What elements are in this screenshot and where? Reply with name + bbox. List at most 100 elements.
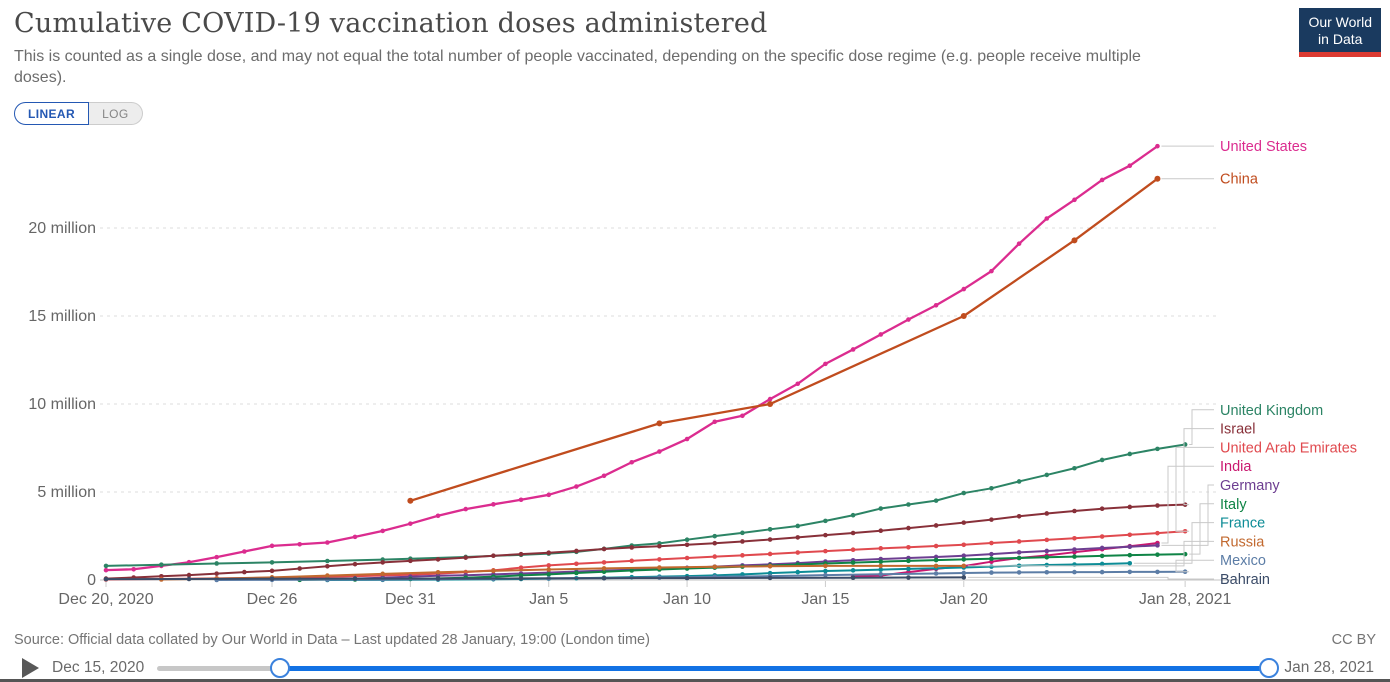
data-point[interactable] (1155, 144, 1160, 149)
data-point[interactable] (186, 572, 192, 578)
legend-label-israel[interactable]: Israel (1220, 422, 1255, 438)
data-point[interactable] (103, 563, 109, 569)
data-point[interactable] (878, 572, 884, 577)
data-point[interactable] (961, 563, 967, 569)
data-point[interactable] (795, 550, 801, 556)
legend-label-russia[interactable]: Russia (1220, 535, 1265, 551)
data-point[interactable] (933, 558, 939, 563)
data-point[interactable] (850, 530, 856, 536)
data-point[interactable] (546, 572, 552, 577)
data-point[interactable] (823, 533, 828, 538)
data-point[interactable] (601, 576, 607, 581)
data-point[interactable] (103, 568, 109, 573)
data-point[interactable] (297, 542, 302, 547)
data-point[interactable] (574, 484, 579, 490)
data-point[interactable] (214, 555, 219, 560)
data-point[interactable] (601, 560, 607, 565)
data-point[interactable] (1016, 241, 1022, 247)
data-point[interactable] (1016, 570, 1022, 575)
data-point[interactable] (878, 563, 884, 569)
data-point[interactable] (518, 497, 524, 503)
data-point[interactable] (214, 571, 219, 577)
data-point[interactable] (1044, 548, 1050, 554)
data-point[interactable] (491, 568, 496, 574)
data-point[interactable] (878, 546, 884, 551)
data-point[interactable] (518, 576, 524, 581)
data-point[interactable] (823, 549, 828, 554)
data-point[interactable] (712, 419, 718, 425)
data-point[interactable] (601, 473, 607, 479)
data-point[interactable] (269, 560, 275, 565)
data-point[interactable] (325, 558, 330, 564)
data-point[interactable] (1154, 175, 1161, 182)
data-point[interactable] (1044, 216, 1050, 222)
data-point[interactable] (325, 564, 330, 569)
data-point[interactable] (684, 537, 690, 543)
data-point[interactable] (574, 548, 579, 554)
data-point[interactable] (629, 545, 635, 550)
data-point[interactable] (1099, 534, 1105, 540)
legend-label-germany[interactable]: Germany (1220, 478, 1280, 494)
data-point[interactable] (242, 549, 247, 555)
data-point[interactable] (989, 486, 994, 491)
data-point[interactable] (518, 552, 524, 557)
data-point[interactable] (684, 542, 690, 548)
data-point[interactable] (850, 560, 856, 566)
data-point[interactable] (989, 269, 994, 274)
data-point[interactable] (767, 551, 773, 557)
data-point[interactable] (767, 396, 773, 402)
data-point[interactable] (906, 545, 911, 550)
data-point[interactable] (823, 518, 828, 524)
data-point[interactable] (1127, 163, 1133, 169)
data-point[interactable] (435, 570, 441, 575)
data-point[interactable] (767, 564, 773, 569)
data-point[interactable] (933, 498, 939, 504)
data-point[interactable] (1099, 506, 1105, 512)
data-point[interactable] (961, 490, 967, 496)
data-point[interactable] (989, 517, 994, 523)
data-point[interactable] (463, 555, 469, 561)
data-point[interactable] (1044, 555, 1050, 560)
data-point[interactable] (1072, 547, 1077, 553)
data-point[interactable] (380, 528, 386, 534)
data-point[interactable] (1099, 561, 1105, 567)
data-point[interactable] (933, 523, 939, 528)
data-point[interactable] (1155, 446, 1160, 452)
legend-label-mexico[interactable]: Mexico (1220, 553, 1266, 569)
data-point[interactable] (684, 575, 690, 581)
data-point[interactable] (712, 541, 718, 546)
data-point[interactable] (546, 563, 552, 568)
line-israel[interactable] (105, 503, 1187, 580)
data-point[interactable] (463, 506, 469, 512)
data-point[interactable] (989, 556, 994, 562)
data-point[interactable] (1072, 197, 1077, 203)
data-point[interactable] (1071, 237, 1078, 244)
data-point[interactable] (601, 546, 607, 552)
data-point[interactable] (1072, 466, 1077, 471)
data-point[interactable] (740, 530, 745, 536)
legend-label-bahrain[interactable]: Bahrain (1220, 572, 1270, 588)
data-point[interactable] (657, 449, 662, 455)
data-point[interactable] (546, 550, 552, 556)
data-point[interactable] (656, 420, 663, 427)
data-point[interactable] (352, 534, 358, 540)
data-point[interactable] (906, 566, 911, 572)
data-point[interactable] (657, 565, 662, 571)
data-point[interactable] (1044, 511, 1050, 516)
legend-label-china[interactable]: China (1220, 172, 1259, 188)
data-point[interactable] (574, 561, 579, 567)
data-point[interactable] (906, 525, 911, 531)
license-link[interactable]: CC BY (1331, 632, 1376, 649)
data-point[interactable] (1127, 569, 1133, 575)
data-point[interactable] (795, 381, 801, 387)
data-point[interactable] (435, 513, 441, 519)
data-point[interactable] (629, 558, 635, 564)
owid-logo[interactable]: Our World in Data (1299, 8, 1381, 58)
data-point[interactable] (961, 520, 967, 526)
data-point[interactable] (712, 554, 718, 560)
data-point[interactable] (961, 553, 967, 559)
line-united-states[interactable] (104, 145, 1159, 572)
log-scale-button[interactable]: LOG (89, 102, 143, 126)
data-point[interactable] (961, 570, 967, 576)
data-point[interactable] (1155, 503, 1160, 509)
